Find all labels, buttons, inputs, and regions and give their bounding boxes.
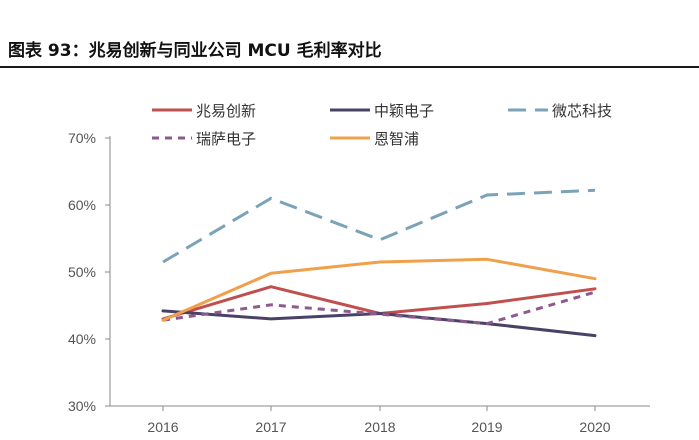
series-line-4 (161, 257, 597, 322)
y-tick-label: 70% (68, 130, 96, 146)
legend-label: 恩智浦 (374, 130, 419, 148)
legend-label: 微芯科技 (552, 102, 612, 120)
x-tick-label: 2019 (471, 419, 502, 435)
legend-item-0: 兆易创新 (152, 102, 256, 120)
x-tick-label: 2017 (255, 419, 286, 435)
y-tick-label: 30% (68, 398, 96, 414)
legend-label: 中颖电子 (374, 102, 434, 120)
x-tick-label: 2020 (579, 419, 610, 435)
legend-label: 瑞萨电子 (196, 130, 256, 148)
legend-item-2: 微芯科技 (508, 102, 612, 120)
chart-series (161, 188, 597, 338)
legend-item-4: 恩智浦 (330, 130, 419, 148)
series-line-2 (162, 188, 596, 264)
chart-axes: 30% 40% 50% 60% 70% 2016 2017 2018 2019 2020 (68, 130, 650, 435)
y-tick-label: 60% (68, 197, 96, 213)
legend-item-3: 瑞萨电子 (152, 130, 256, 148)
y-tick-label: 40% (68, 331, 96, 347)
x-tick-label: 2016 (147, 419, 178, 435)
x-tick-label: 2018 (364, 419, 395, 435)
legend-item-1: 中颖电子 (330, 102, 434, 120)
figure-title: 图表 93：兆易创新与同业公司 MCU 毛利率对比 (8, 41, 382, 61)
title-divider (0, 66, 699, 68)
legend-label: 兆易创新 (196, 102, 256, 120)
series-line-1 (161, 309, 597, 338)
y-tick-label: 50% (68, 264, 96, 280)
